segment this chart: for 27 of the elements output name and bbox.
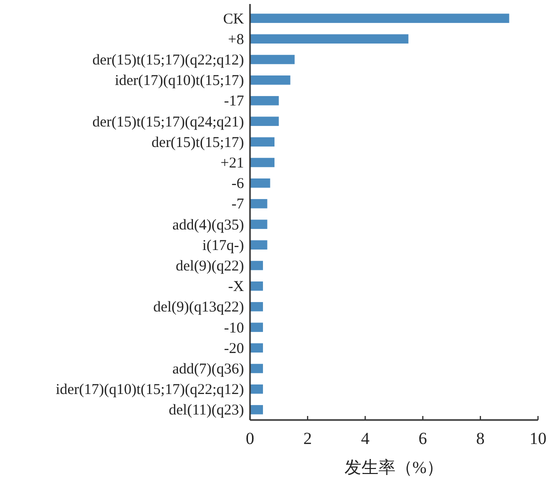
y-tick-label: i(17q-) [202,238,244,254]
y-tick-label: -10 [224,320,244,336]
y-tick-label: ider(17)(q10)t(15;17) [114,73,244,90]
y-tick-label: der(15)t(15;17)(q22;q12) [92,52,244,68]
y-tick-label: -X [228,279,244,296]
y-tick-label: del(9)(q22) [176,258,244,274]
y-tick-label: der(15)t(15;17)(q24;q21) [92,114,244,130]
x-tick-label: 8 [476,429,485,448]
y-tick-label: der(15)t(15;17) [152,134,244,151]
y-tick-label: -17 [224,94,244,110]
y-tick-label: add(4)(q35) [172,217,244,234]
y-tick-label: ider(17)(q10)t(15;17)(q22;q12) [56,382,244,398]
y-tick-label: -20 [224,340,244,357]
x-tick-label: 4 [360,429,370,448]
x-tick-label: 6 [418,429,428,448]
x-tick-label: 0 [246,429,254,448]
y-tick-label: add(7)(q36) [172,362,244,378]
x-axis-title: 发生率（%） [344,458,444,477]
y-tick-label: +8 [228,32,244,48]
y-tick-label: del(9)(q13q22) [153,300,244,316]
x-tick-label: 10 [530,429,546,448]
y-tick-label: del(11)(q23) [168,402,244,419]
y-tick-label: -7 [232,196,244,213]
y-tick-label: +21 [220,156,244,172]
x-tick-label: 2 [303,429,312,448]
y-tick-label: -6 [232,176,244,192]
y-tick-label: CK [223,11,244,28]
